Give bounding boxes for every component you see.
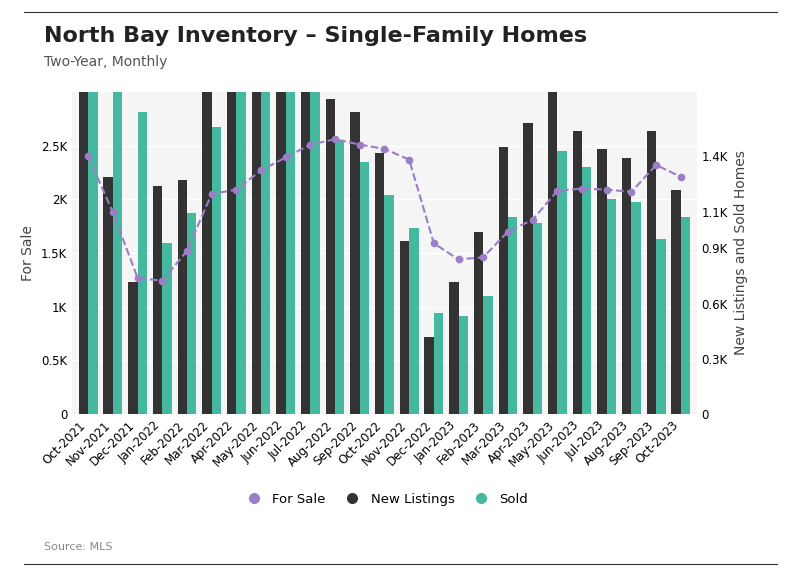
- Bar: [163, 243, 171, 414]
- Bar: [88, 48, 98, 414]
- Bar: [252, 0, 261, 414]
- Bar: [449, 282, 458, 414]
- Bar: [409, 228, 419, 414]
- Bar: [227, 15, 236, 414]
- Bar: [498, 147, 508, 414]
- Bar: [276, 0, 286, 414]
- Bar: [622, 158, 631, 414]
- Bar: [681, 217, 690, 414]
- Bar: [236, 66, 246, 414]
- Bar: [360, 162, 369, 414]
- Bar: [128, 282, 138, 414]
- Text: Source: MLS: Source: MLS: [44, 542, 113, 552]
- Bar: [301, 57, 311, 414]
- Bar: [548, 83, 557, 414]
- Bar: [523, 123, 533, 414]
- Bar: [573, 131, 582, 414]
- Bar: [153, 186, 163, 414]
- Bar: [286, 66, 295, 414]
- Bar: [202, 0, 211, 414]
- Bar: [335, 140, 344, 414]
- Bar: [261, 66, 271, 414]
- Bar: [400, 241, 409, 414]
- Bar: [598, 149, 606, 414]
- Bar: [211, 127, 221, 414]
- Bar: [533, 223, 542, 414]
- Bar: [631, 202, 641, 414]
- Y-axis label: New Listings and Sold Homes: New Listings and Sold Homes: [734, 151, 747, 355]
- Bar: [656, 239, 666, 414]
- Bar: [187, 213, 196, 414]
- Bar: [458, 316, 468, 414]
- Text: Two-Year, Monthly: Two-Year, Monthly: [44, 55, 167, 68]
- Bar: [138, 112, 147, 414]
- Bar: [671, 190, 681, 414]
- Bar: [474, 232, 483, 414]
- Text: North Bay Inventory – Single-Family Homes: North Bay Inventory – Single-Family Home…: [44, 26, 587, 46]
- Bar: [311, 74, 320, 414]
- Bar: [103, 177, 113, 414]
- Bar: [425, 337, 434, 414]
- Bar: [557, 151, 567, 414]
- Legend: For Sale, New Listings, Sold: For Sale, New Listings, Sold: [235, 488, 533, 511]
- Bar: [483, 296, 493, 414]
- Bar: [178, 181, 187, 414]
- Bar: [350, 112, 360, 414]
- Bar: [434, 313, 443, 414]
- Bar: [326, 99, 335, 414]
- Bar: [646, 131, 656, 414]
- Bar: [384, 195, 394, 414]
- Bar: [582, 167, 591, 414]
- Bar: [78, 74, 88, 414]
- Bar: [606, 199, 616, 414]
- Y-axis label: For Sale: For Sale: [22, 225, 35, 281]
- Bar: [375, 153, 384, 414]
- Bar: [113, 75, 123, 414]
- Bar: [508, 217, 517, 414]
